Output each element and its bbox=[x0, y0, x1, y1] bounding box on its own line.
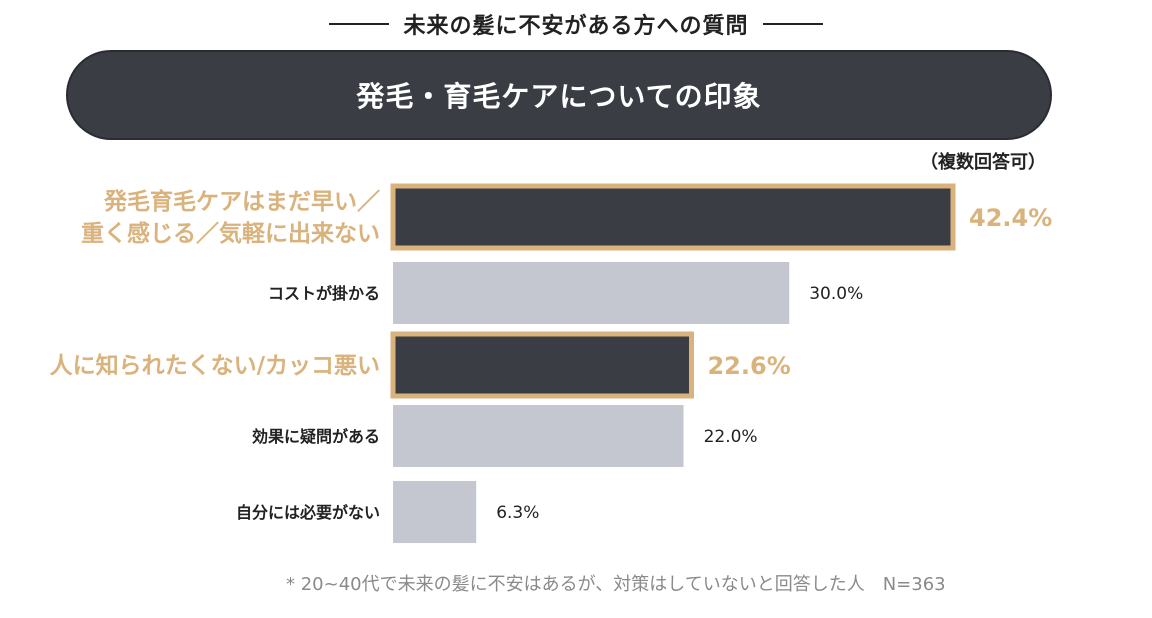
banner-title: 発毛・育毛ケアについての印象 bbox=[356, 80, 762, 113]
bar-3 bbox=[393, 405, 684, 467]
header-left-rule bbox=[329, 23, 390, 25]
category-label-0: 発毛育毛ケアはまだ早い／ 重く感じる／気軽に出来ない bbox=[81, 188, 380, 247]
chart-header: 未来の髪に不安がある方への質問 bbox=[0, 6, 1152, 42]
category-label-2: 人に知られたくない/カッコ悪い bbox=[50, 352, 380, 379]
category-label-line: コストが掛かる bbox=[268, 284, 380, 303]
footnote: * 20~40代で未来の髪に不安はあるが、対策はしていないと回答した人 N=36… bbox=[286, 574, 946, 595]
value-label-3: 22.0% bbox=[704, 427, 758, 447]
value-label-1: 30.0% bbox=[809, 284, 863, 304]
category-label-line: 人に知られたくない/カッコ悪い bbox=[50, 352, 380, 379]
category-label-line: 重く感じる／気軽に出来ない bbox=[81, 220, 380, 247]
category-label-line: 自分には必要がない bbox=[236, 503, 380, 522]
bar-1 bbox=[393, 262, 790, 324]
category-label-line: 発毛育毛ケアはまだ早い／ bbox=[103, 188, 380, 215]
category-label-3: 効果に疑問がある bbox=[252, 427, 380, 446]
bar-4 bbox=[393, 481, 477, 543]
category-label-line: 効果に疑問がある bbox=[252, 427, 380, 446]
value-label-0: 42.4% bbox=[969, 204, 1052, 232]
multiple-answer-note: （複数回答可） bbox=[920, 152, 1046, 173]
category-label-1: コストが掛かる bbox=[268, 284, 380, 303]
title-banner: 発毛・育毛ケアについての印象 bbox=[66, 50, 1052, 140]
header-title: 未来の髪に不安がある方への質問 bbox=[403, 14, 749, 39]
value-label-2: 22.6% bbox=[707, 352, 790, 380]
value-label-4: 6.3% bbox=[496, 503, 539, 523]
bar-2 bbox=[390, 331, 694, 399]
bar-0 bbox=[390, 183, 956, 251]
header-right-rule bbox=[762, 23, 823, 25]
category-label-4: 自分には必要がない bbox=[236, 503, 380, 522]
